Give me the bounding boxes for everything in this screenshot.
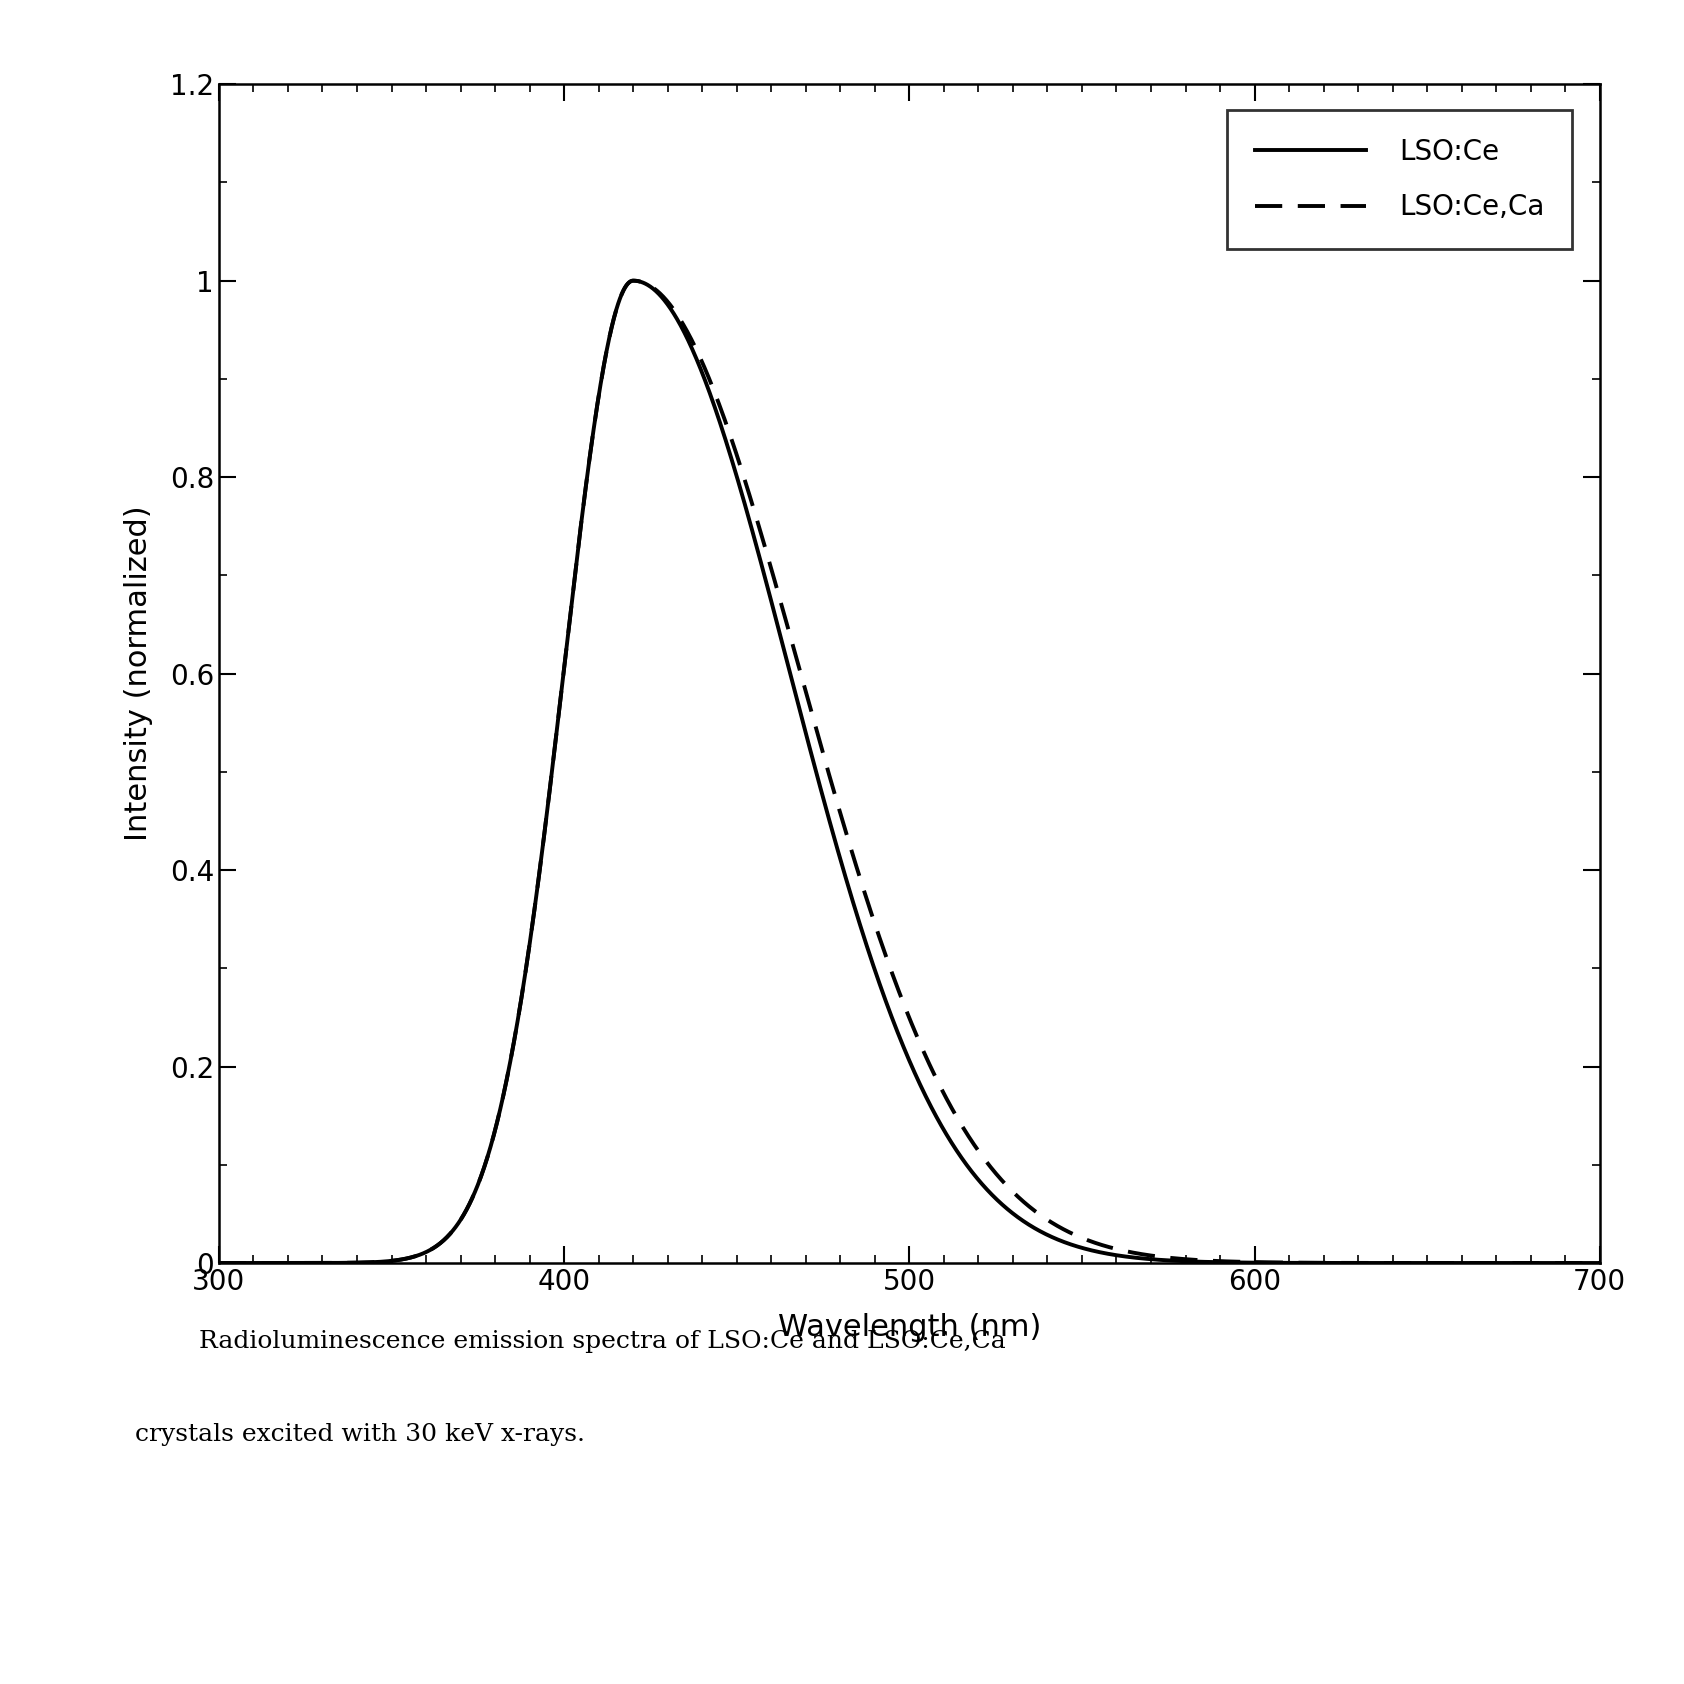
LSO:Ce,Ca [1590, 1253, 1610, 1273]
LSO:Ce,Ca [798, 692, 818, 712]
LSO:Ce [209, 1253, 229, 1273]
LSO:Ce,Ca [367, 1251, 387, 1271]
LSO:Ce,Ca [448, 1212, 468, 1233]
Legend: LSO:Ce, LSO:Ce,Ca: LSO:Ce, LSO:Ce,Ca [1226, 109, 1573, 249]
Text: crystals excited with 30 keV x-rays.: crystals excited with 30 keV x-rays. [135, 1423, 584, 1447]
Text: Radioluminescence emission spectra of LSO:Ce and LSO:Ce,Ca: Radioluminescence emission spectra of LS… [135, 1330, 1005, 1354]
Line: LSO:Ce: LSO:Ce [219, 281, 1600, 1263]
LSO:Ce [448, 1212, 468, 1233]
LSO:Ce,Ca [209, 1253, 229, 1273]
LSO:Ce [798, 734, 818, 754]
LSO:Ce,Ca [1563, 1253, 1583, 1273]
LSO:Ce,Ca [739, 483, 759, 504]
LSO:Ce [367, 1251, 387, 1271]
Y-axis label: Intensity (normalized): Intensity (normalized) [125, 505, 153, 842]
LSO:Ce [739, 509, 759, 529]
LSO:Ce [1563, 1253, 1583, 1273]
LSO:Ce [1590, 1253, 1610, 1273]
LSO:Ce [623, 271, 643, 291]
LSO:Ce [1415, 1253, 1435, 1273]
X-axis label: Wavelength (nm): Wavelength (nm) [778, 1312, 1041, 1342]
Line: LSO:Ce,Ca: LSO:Ce,Ca [219, 281, 1600, 1263]
LSO:Ce,Ca [623, 271, 643, 291]
LSO:Ce,Ca [1415, 1253, 1435, 1273]
